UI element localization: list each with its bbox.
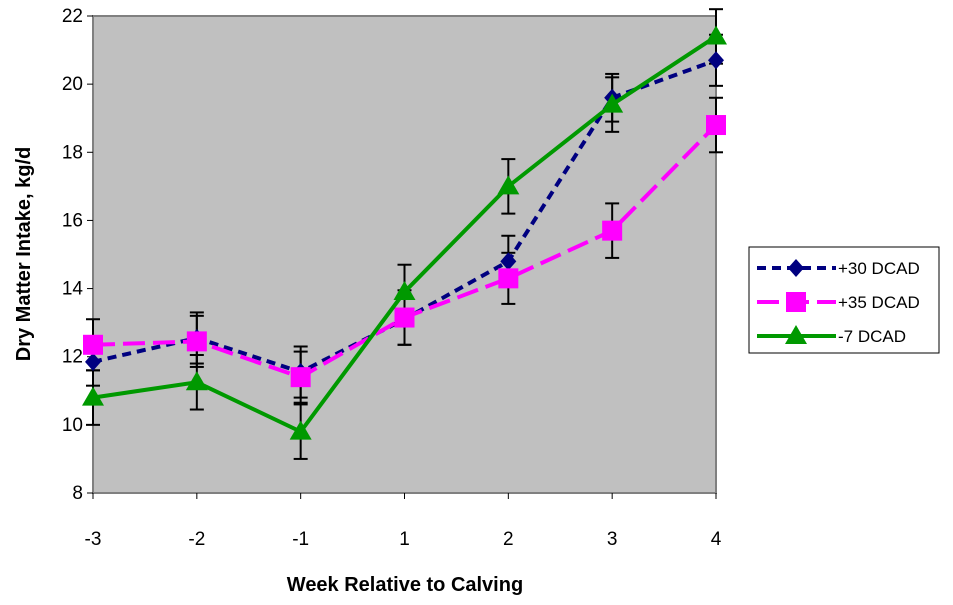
legend-label-35-dcad: +35 DCAD [838,293,920,312]
x-tick-label: 2 [503,529,514,550]
y-axis-title: Dry Matter Intake, kg/d [13,147,35,362]
legend-label-7-dcad: -7 DCAD [838,327,906,346]
y-tick-label: 10 [62,415,83,436]
data-point-35-dcad [498,268,518,288]
data-point-35-dcad [291,367,311,387]
x-tick-label: 1 [399,529,410,550]
y-tick-label: 12 [62,347,83,368]
x-tick-label: 3 [607,529,618,550]
y-tick-label: 20 [62,74,83,95]
data-point-35-dcad [395,308,415,328]
x-tick-label: -3 [85,529,102,550]
legend-label-30-dcad: +30 DCAD [838,259,920,278]
plot-area [93,16,716,493]
legend: +30 DCAD +35 DCAD -7 DCAD [749,247,939,353]
y-tick-label: 18 [62,142,83,163]
data-point-35-dcad [602,221,622,241]
x-tick-label: -1 [292,529,309,550]
y-tick-label: 22 [62,6,83,27]
x-tick-label: -2 [188,529,205,550]
x-axis-title: Week Relative to Calving [287,574,523,596]
data-point-35-dcad [83,335,103,355]
y-tick-label: 14 [62,279,84,300]
legend-marker-35-dcad [786,292,806,312]
x-tick-label: 4 [711,529,722,550]
data-point-35-dcad [706,115,726,135]
y-tick-label: 16 [62,210,83,231]
y-tick-label: 8 [72,483,83,504]
data-point-35-dcad [187,331,207,351]
